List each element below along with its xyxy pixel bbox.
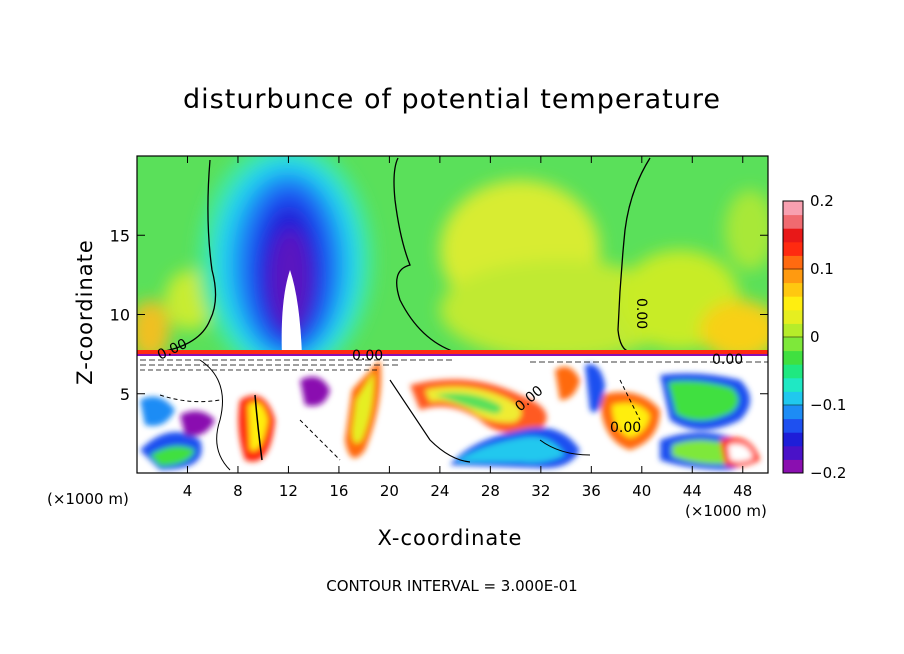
y-tick-label: 10 bbox=[110, 306, 130, 325]
x-unit-left: (×1000 m) bbox=[47, 490, 129, 508]
x-tick-label: 28 bbox=[481, 482, 500, 500]
y-axis-ticks: 5 10 15 bbox=[110, 226, 768, 404]
colorbar-swatch bbox=[783, 445, 803, 460]
colorbar-swatch bbox=[783, 214, 803, 229]
colorbar-swatch bbox=[783, 269, 803, 284]
x-tick-label: 40 bbox=[632, 482, 651, 500]
x-tick-label: 44 bbox=[683, 482, 702, 500]
x-tick-label: 24 bbox=[430, 482, 449, 500]
colorbar-swatch bbox=[783, 364, 803, 379]
contour-label: 0.00 bbox=[352, 348, 383, 364]
colorbar-swatch bbox=[783, 405, 803, 420]
interface-band bbox=[137, 350, 768, 356]
colorbar-swatch bbox=[783, 432, 803, 447]
colorbar-swatch bbox=[783, 228, 803, 243]
colorbar-swatch bbox=[783, 255, 803, 270]
y-tick-label: 15 bbox=[110, 226, 130, 245]
colorbar-swatch bbox=[783, 391, 803, 406]
colorbar-swatch bbox=[783, 459, 803, 474]
contour-label: 0.00 bbox=[633, 298, 649, 329]
colorbar-tick-label: −0.2 bbox=[810, 464, 846, 482]
x-tick-label: 8 bbox=[233, 482, 243, 500]
x-tick-label: 36 bbox=[582, 482, 601, 500]
x-tick-label: 4 bbox=[183, 482, 193, 500]
contour-label: 0.00 bbox=[712, 352, 743, 368]
x-axis-label: X-coordinate bbox=[377, 526, 523, 550]
colorbar-swatch bbox=[783, 241, 803, 256]
y-axis-label: Z-coordinate bbox=[73, 239, 97, 385]
x-axis-ticks: 4 8 12 16 20 24 28 32 36 40 44 48 bbox=[183, 156, 752, 500]
colorbar-swatch bbox=[783, 282, 803, 297]
colorbar-tick-label: 0.2 bbox=[810, 192, 834, 210]
colorbar-swatch bbox=[783, 323, 803, 338]
x-tick-label: 12 bbox=[279, 482, 298, 500]
colorbar-swatch bbox=[783, 337, 803, 352]
colorbar-swatch bbox=[783, 418, 803, 433]
colorbar-swatch bbox=[783, 350, 803, 365]
colorbar-swatch bbox=[783, 309, 803, 324]
colorbar-swatch bbox=[783, 296, 803, 311]
colorbar-tick-label: 0 bbox=[810, 328, 820, 346]
colorbar-tick-label: 0.1 bbox=[810, 260, 834, 278]
colorbar-swatch bbox=[783, 377, 803, 392]
colorbar-swatch bbox=[783, 201, 803, 216]
lower-field bbox=[137, 356, 768, 473]
contour-interval-note: CONTOUR INTERVAL = 3.000E-01 bbox=[326, 577, 578, 595]
contour-label: 0.00 bbox=[610, 420, 641, 436]
x-tick-label: 32 bbox=[531, 482, 550, 500]
zero-contour-mid bbox=[393, 157, 456, 353]
colorbar-tick-label: −0.1 bbox=[810, 396, 846, 414]
zero-contour-left bbox=[159, 159, 217, 353]
x-unit-right: (×1000 m) bbox=[685, 502, 767, 520]
x-tick-label: 16 bbox=[329, 482, 348, 500]
chart-title: disturbunce of potential temperature bbox=[183, 84, 721, 115]
y-tick-label: 5 bbox=[120, 385, 130, 404]
upper-field bbox=[137, 156, 768, 356]
colorbar-ticks: 0.2 0.1 0 −0.1 −0.2 bbox=[783, 192, 846, 482]
x-tick-label: 48 bbox=[733, 482, 752, 500]
x-tick-label: 20 bbox=[380, 482, 399, 500]
zero-contour-right bbox=[617, 157, 651, 353]
